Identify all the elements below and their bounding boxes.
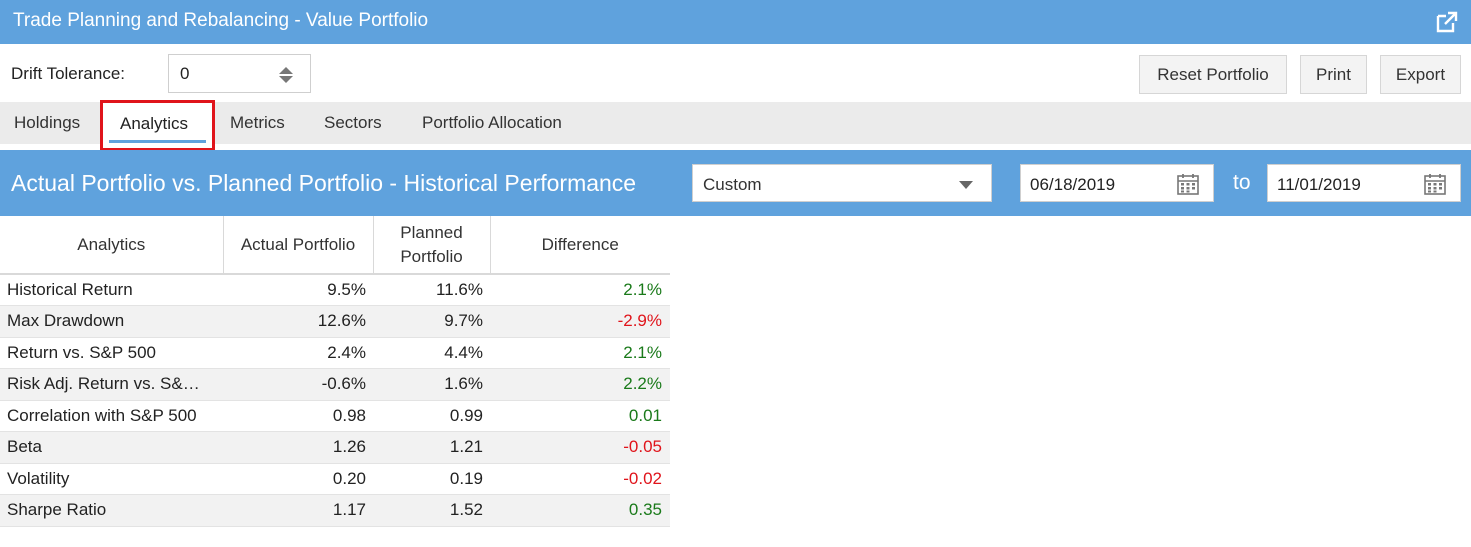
cell-difference-value: -0.02 bbox=[490, 463, 670, 495]
chevron-down-icon[interactable] bbox=[959, 181, 973, 189]
cell-analytics-name: Return vs. S&P 500 bbox=[0, 337, 223, 369]
print-button[interactable]: Print bbox=[1300, 55, 1367, 94]
cell-analytics-name: Beta bbox=[0, 431, 223, 464]
table-header-row: Analytics Actual Portfolio Planned Portf… bbox=[0, 216, 670, 275]
cell-analytics-name: Max Drawdown bbox=[0, 305, 223, 338]
table-row[interactable]: Return vs. S&P 500 2.4% 4.4% 2.1% bbox=[0, 337, 670, 369]
window-title: Trade Planning and Rebalancing - Value P… bbox=[13, 10, 429, 31]
active-tab-indicator bbox=[109, 140, 206, 143]
table-row[interactable]: Sharpe Ratio 1.17 1.52 0.35 bbox=[0, 494, 670, 527]
toolbar: Drift Tolerance: 0 Reset Portfolio Print… bbox=[0, 44, 1471, 102]
table-row[interactable]: Beta 1.26 1.21 -0.05 bbox=[0, 431, 670, 464]
tab-sectors[interactable]: Sectors bbox=[324, 113, 382, 132]
section-title: Actual Portfolio vs. Planned Portfolio -… bbox=[11, 170, 637, 196]
cell-difference-value: 0.35 bbox=[490, 494, 670, 527]
date-range-to-label: to bbox=[1233, 171, 1251, 194]
analytics-table: Analytics Actual Portfolio Planned Portf… bbox=[0, 216, 670, 527]
cell-actual-value: -0.6% bbox=[223, 368, 373, 401]
drift-tolerance-label: Drift Tolerance: bbox=[11, 64, 126, 83]
calendar-icon[interactable] bbox=[1177, 173, 1199, 195]
cell-analytics-name: Sharpe Ratio bbox=[0, 494, 223, 527]
cell-planned-value: 1.21 bbox=[373, 431, 490, 464]
calendar-icon[interactable] bbox=[1424, 173, 1446, 195]
column-header-planned[interactable]: Planned Portfolio bbox=[373, 216, 491, 275]
cell-actual-value: 0.98 bbox=[223, 400, 373, 432]
cell-planned-value: 9.7% bbox=[373, 305, 490, 338]
drift-tolerance-stepper[interactable]: 0 bbox=[168, 54, 311, 93]
table-row[interactable]: Max Drawdown 12.6% 9.7% -2.9% bbox=[0, 305, 670, 338]
title-bar: Trade Planning and Rebalancing - Value P… bbox=[0, 0, 1471, 44]
cell-actual-value: 1.26 bbox=[223, 431, 373, 464]
tab-analytics[interactable]: Analytics bbox=[120, 114, 189, 133]
tab-holdings[interactable]: Holdings bbox=[14, 113, 81, 132]
table-row[interactable]: Correlation with S&P 500 0.98 0.99 0.01 bbox=[0, 400, 670, 432]
drift-tolerance-value[interactable]: 0 bbox=[180, 64, 190, 83]
end-date-value[interactable]: 11/01/2019 bbox=[1277, 175, 1361, 194]
table-row[interactable]: Volatility 0.20 0.19 -0.02 bbox=[0, 463, 670, 495]
cell-planned-value: 4.4% bbox=[373, 337, 490, 369]
tab-portfolio-allocation[interactable]: Portfolio Allocation bbox=[422, 113, 562, 132]
end-date-input[interactable]: 11/01/2019 bbox=[1267, 164, 1461, 202]
tab-metrics[interactable]: Metrics bbox=[230, 113, 285, 132]
table-row[interactable]: Historical Return 9.5% 11.6% 2.1% bbox=[0, 274, 670, 306]
cell-difference-value: 0.01 bbox=[490, 400, 670, 432]
performance-header: Actual Portfolio vs. Planned Portfolio -… bbox=[0, 150, 1471, 216]
column-header-difference[interactable]: Difference bbox=[490, 216, 670, 275]
start-date-value[interactable]: 06/18/2019 bbox=[1030, 175, 1116, 194]
cell-planned-value: 0.19 bbox=[373, 463, 490, 495]
tab-analytics-highlight[interactable]: Analytics bbox=[100, 100, 215, 151]
cell-difference-value: 2.1% bbox=[490, 337, 670, 369]
cell-actual-value: 0.20 bbox=[223, 463, 373, 495]
tab-bar: Holdings Analytics Metrics Sectors Portf… bbox=[0, 100, 1471, 151]
external-link-icon[interactable] bbox=[1435, 10, 1459, 34]
cell-actual-value: 2.4% bbox=[223, 337, 373, 369]
cell-analytics-name: Correlation with S&P 500 bbox=[0, 400, 223, 432]
cell-analytics-name: Historical Return bbox=[0, 274, 223, 306]
column-header-analytics[interactable]: Analytics bbox=[0, 216, 224, 275]
cell-analytics-name: Risk Adj. Return vs. S&… bbox=[0, 368, 223, 401]
cell-planned-value: 11.6% bbox=[373, 274, 490, 306]
cell-actual-value: 12.6% bbox=[223, 305, 373, 338]
cell-difference-value: -0.05 bbox=[490, 431, 670, 464]
cell-planned-value: 0.99 bbox=[373, 400, 490, 432]
cell-actual-value: 9.5% bbox=[223, 274, 373, 306]
cell-planned-value: 1.52 bbox=[373, 494, 490, 527]
period-select[interactable]: Custom bbox=[692, 164, 992, 202]
cell-planned-value: 1.6% bbox=[373, 368, 490, 401]
spinner-arrows-icon[interactable] bbox=[278, 66, 294, 84]
column-header-actual[interactable]: Actual Portfolio bbox=[223, 216, 374, 275]
cell-difference-value: 2.2% bbox=[490, 368, 670, 401]
export-button[interactable]: Export bbox=[1380, 55, 1461, 94]
cell-difference-value: -2.9% bbox=[490, 305, 670, 338]
cell-actual-value: 1.17 bbox=[223, 494, 373, 527]
table-row[interactable]: Risk Adj. Return vs. S&… -0.6% 1.6% 2.2% bbox=[0, 368, 670, 401]
reset-portfolio-button[interactable]: Reset Portfolio bbox=[1139, 55, 1287, 94]
start-date-input[interactable]: 06/18/2019 bbox=[1020, 164, 1214, 202]
period-select-value[interactable]: Custom bbox=[703, 175, 762, 194]
cell-difference-value: 2.1% bbox=[490, 274, 670, 306]
cell-analytics-name: Volatility bbox=[0, 463, 223, 495]
